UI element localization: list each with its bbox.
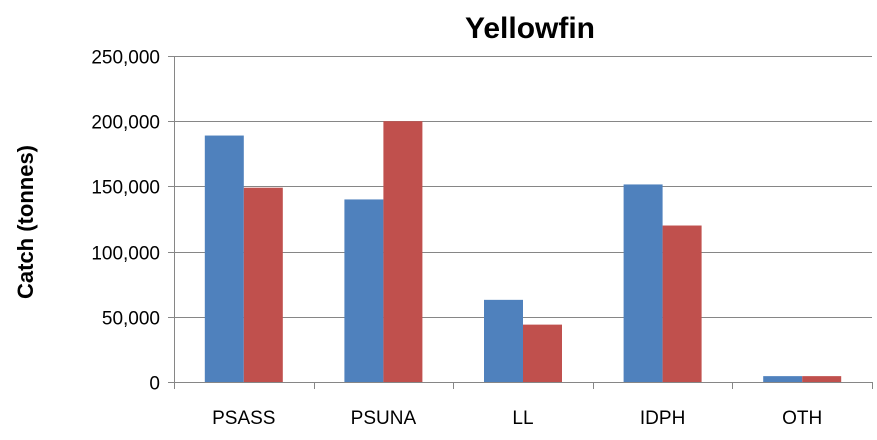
x-tick-labels: PSASS PSUNA LL IDPH OTH xyxy=(212,408,822,429)
bar-psuna-series-1 xyxy=(344,199,384,382)
y-tick-label: 50,000 xyxy=(102,309,160,330)
y-axis-label: Catch (tonnes) xyxy=(13,145,38,299)
bar-psuna-series-2 xyxy=(383,121,423,382)
x-tick-label: IDPH xyxy=(640,408,685,429)
y-tick-label: 250,000 xyxy=(91,48,160,69)
x-tick-marks xyxy=(174,382,873,389)
bars xyxy=(204,121,842,382)
gridlines xyxy=(168,56,872,383)
y-tick-label: 0 xyxy=(149,374,160,395)
bar-ll-series-2 xyxy=(523,324,562,382)
y-tick-label: 100,000 xyxy=(91,244,160,265)
bar-psass-series-2 xyxy=(243,187,283,382)
bar-oth-series-1 xyxy=(763,376,803,382)
y-tick-labels: 0 50,000 100,000 150,000 200,000 250,000 xyxy=(91,48,160,395)
x-tick-label: LL xyxy=(512,408,533,429)
x-tick-label: PSUNA xyxy=(351,408,417,429)
bar-idph-series-1 xyxy=(623,184,663,382)
chart-title: Yellowfin xyxy=(465,12,595,45)
x-tick-label: PSASS xyxy=(212,408,275,429)
bar-ll-series-1 xyxy=(484,299,523,382)
bar-psass-series-1 xyxy=(204,135,244,382)
y-tick-label: 200,000 xyxy=(91,113,160,134)
y-tick-label: 150,000 xyxy=(91,178,160,199)
bar-oth-series-2 xyxy=(802,376,842,382)
x-tick-label: OTH xyxy=(782,408,822,429)
bar-idph-series-2 xyxy=(662,225,702,382)
